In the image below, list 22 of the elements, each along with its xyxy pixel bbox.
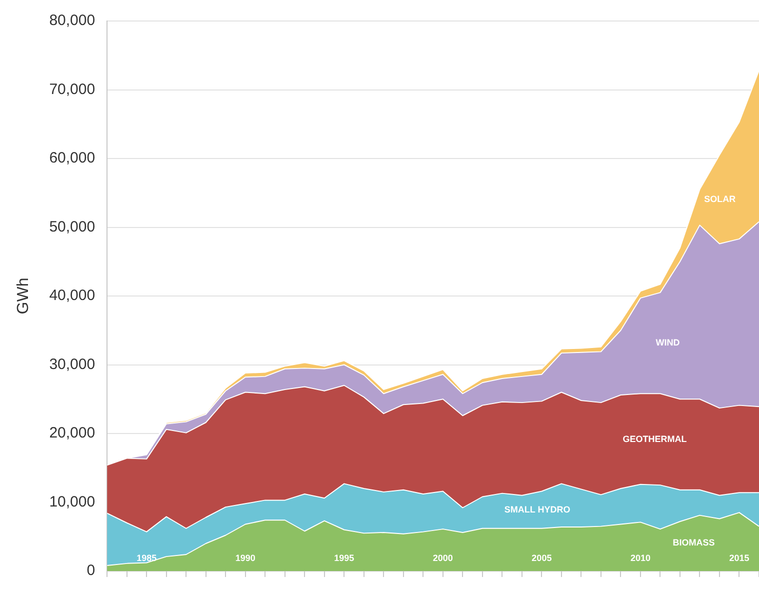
y-tick-label: 50,000 [49, 218, 96, 236]
y-axis-title: GWh [15, 278, 32, 314]
y-tick-label: 60,000 [49, 150, 96, 167]
x-tick-label: 2005 [532, 552, 552, 563]
series-label: SMALL HYDRO [504, 504, 570, 514]
y-tick-label: 40,000 [49, 287, 96, 304]
x-tick-label: 2000 [432, 552, 453, 563]
y-tick-label: 30,000 [49, 356, 96, 373]
y-tick-label: 80,000 [49, 12, 96, 30]
series-label: SOLAR [704, 194, 736, 204]
x-tick-label: 1995 [334, 552, 354, 563]
y-tick-label: 10,000 [49, 493, 96, 510]
y-tick-label: 70,000 [49, 80, 96, 98]
x-tick-label: 1985 [136, 552, 157, 563]
x-tick-label: 1990 [235, 552, 256, 563]
series-label: WIND [656, 338, 680, 348]
x-tick-label: 2010 [630, 552, 650, 563]
series-label: BIOMASS [672, 538, 715, 548]
x-tick-label: 2015 [729, 552, 750, 563]
y-tick-label: 0 [86, 562, 96, 580]
series-label: GEOTHERMAL [622, 434, 688, 444]
y-tick-label: 20,000 [49, 424, 96, 442]
